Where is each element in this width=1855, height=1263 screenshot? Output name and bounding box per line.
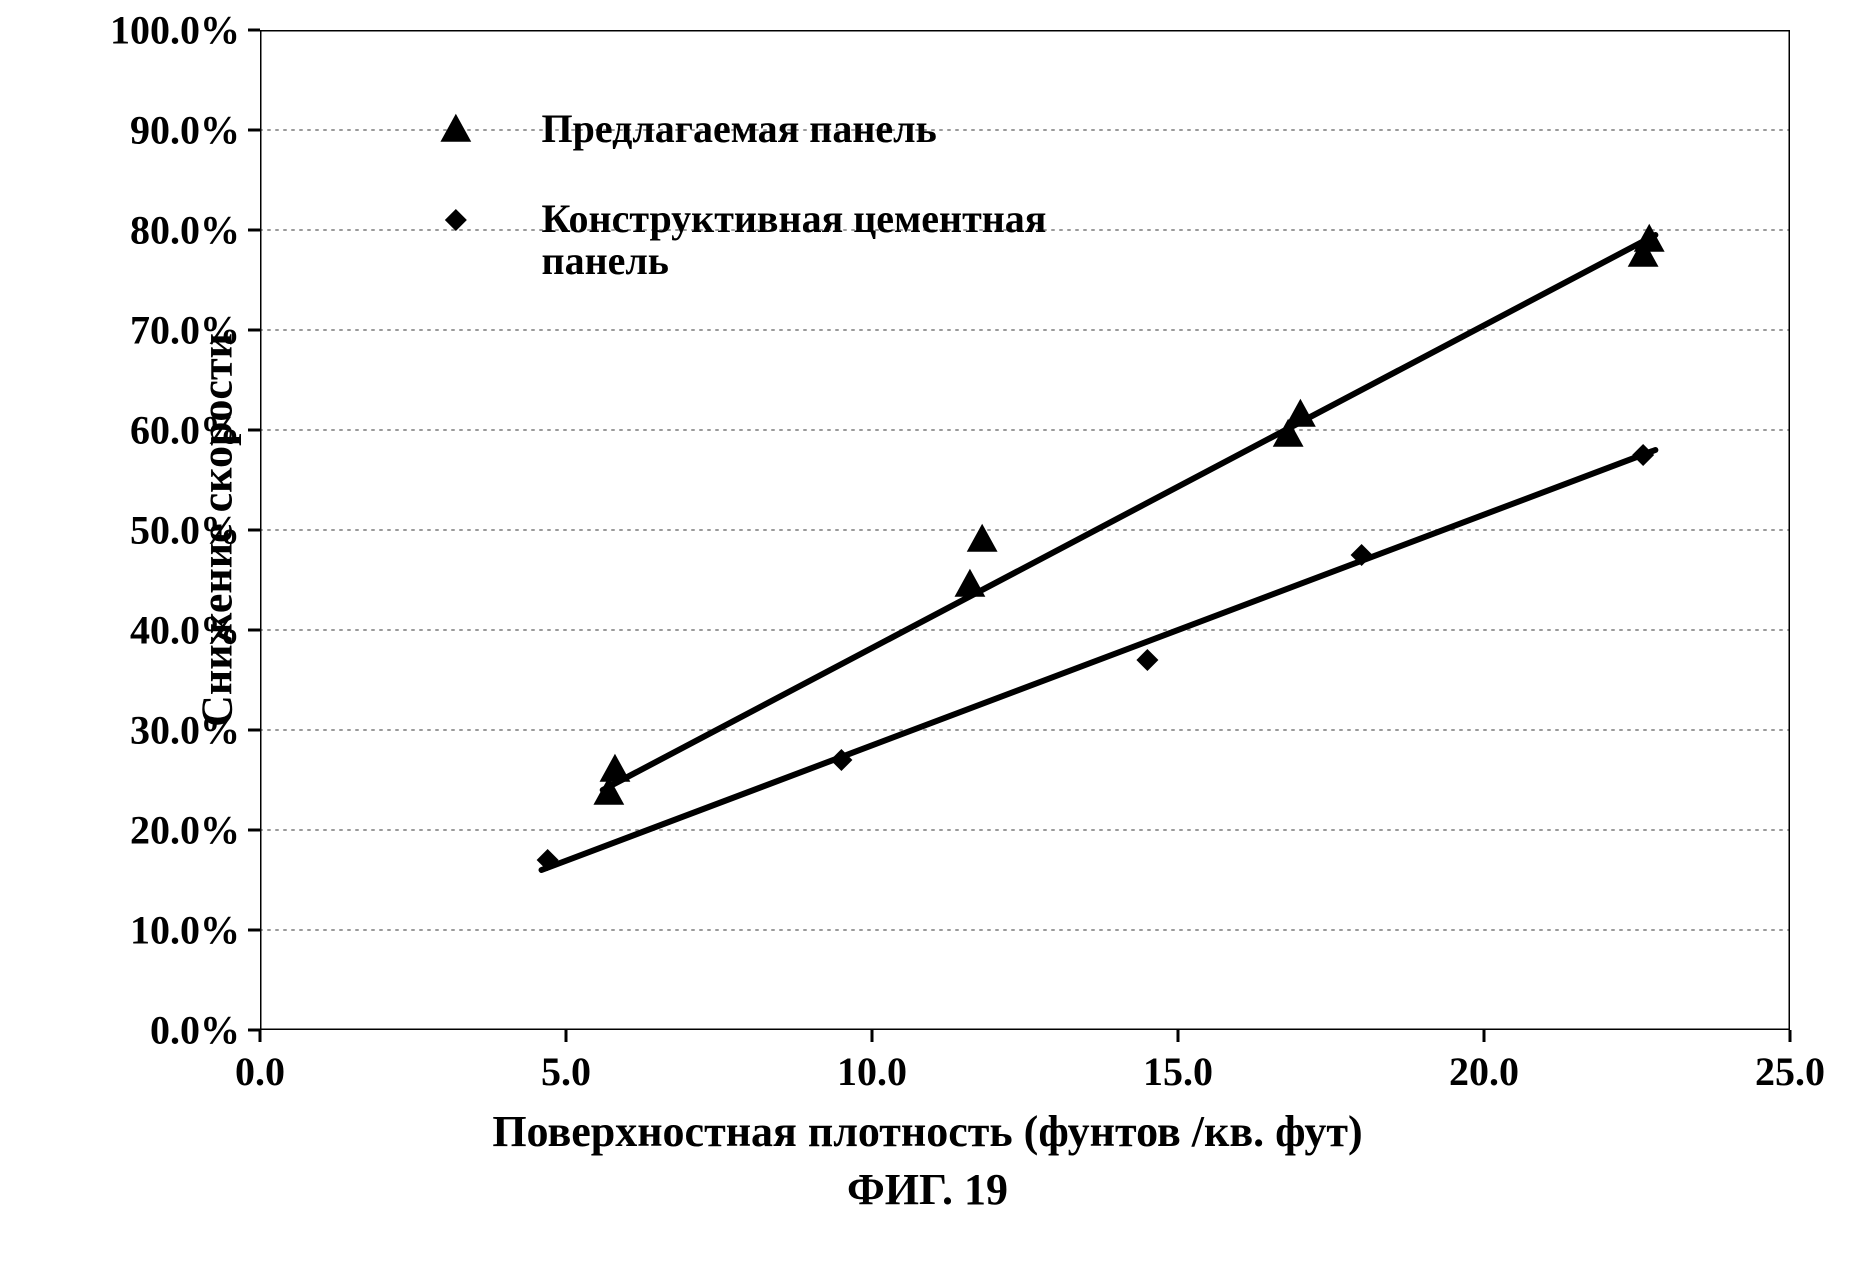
axis-tick: [260, 1030, 262, 1042]
x-tick-label: 10.0: [837, 1048, 907, 1095]
y-tick-label: 70.0%: [130, 307, 240, 354]
x-tick-label: 25.0: [1755, 1048, 1825, 1095]
y-tick-label: 90.0%: [130, 107, 240, 154]
y-tick-label: 30.0%: [130, 707, 240, 754]
axis-tick: [248, 230, 260, 232]
axis-tick: [248, 330, 260, 332]
y-tick-label: 80.0%: [130, 207, 240, 254]
axis-tick: [1484, 1030, 1486, 1042]
figure-caption: ФИГ. 19: [0, 1164, 1855, 1215]
y-tick-label: 0.0%: [150, 1007, 240, 1054]
y-tick-label: 60.0%: [130, 407, 240, 454]
x-tick-label: 20.0: [1449, 1048, 1519, 1095]
axis-tick: [872, 1030, 874, 1042]
y-tick-label: 40.0%: [130, 607, 240, 654]
axis-tick: [248, 730, 260, 732]
legend-label: панель: [542, 238, 669, 283]
y-tick-label: 50.0%: [130, 507, 240, 554]
chart-container: Снижение скорости Предлагаемая панельКон…: [0, 0, 1855, 1263]
x-tick-label: 0.0: [235, 1048, 285, 1095]
axis-tick: [248, 130, 260, 132]
axis-tick: [248, 530, 260, 532]
axis-tick: [566, 1030, 568, 1042]
axis-tick: [248, 930, 260, 932]
axis-tick: [1178, 1030, 1180, 1042]
axis-tick: [248, 630, 260, 632]
y-tick-label: 10.0%: [130, 907, 240, 954]
axis-tick: [248, 830, 260, 832]
y-tick-label: 100.0%: [110, 7, 240, 54]
axis-tick: [248, 430, 260, 432]
axis-tick: [248, 1030, 260, 1032]
x-axis-label: Поверхностная плотность (фунтов /кв. фут…: [0, 1106, 1855, 1157]
x-tick-label: 15.0: [1143, 1048, 1213, 1095]
plot-svg: Предлагаемая панель Конструктивная цемент…: [260, 30, 1790, 1030]
x-tick-label: 5.0: [541, 1048, 591, 1095]
plot-area: Предлагаемая панель Конструктивная цемент…: [260, 30, 1790, 1030]
legend-label: Предлагаемая панель: [542, 106, 937, 151]
axis-tick: [248, 30, 260, 32]
y-tick-label: 20.0%: [130, 807, 240, 854]
legend-label: Конструктивная цементная: [542, 196, 1047, 241]
axis-tick: [1790, 1030, 1792, 1042]
